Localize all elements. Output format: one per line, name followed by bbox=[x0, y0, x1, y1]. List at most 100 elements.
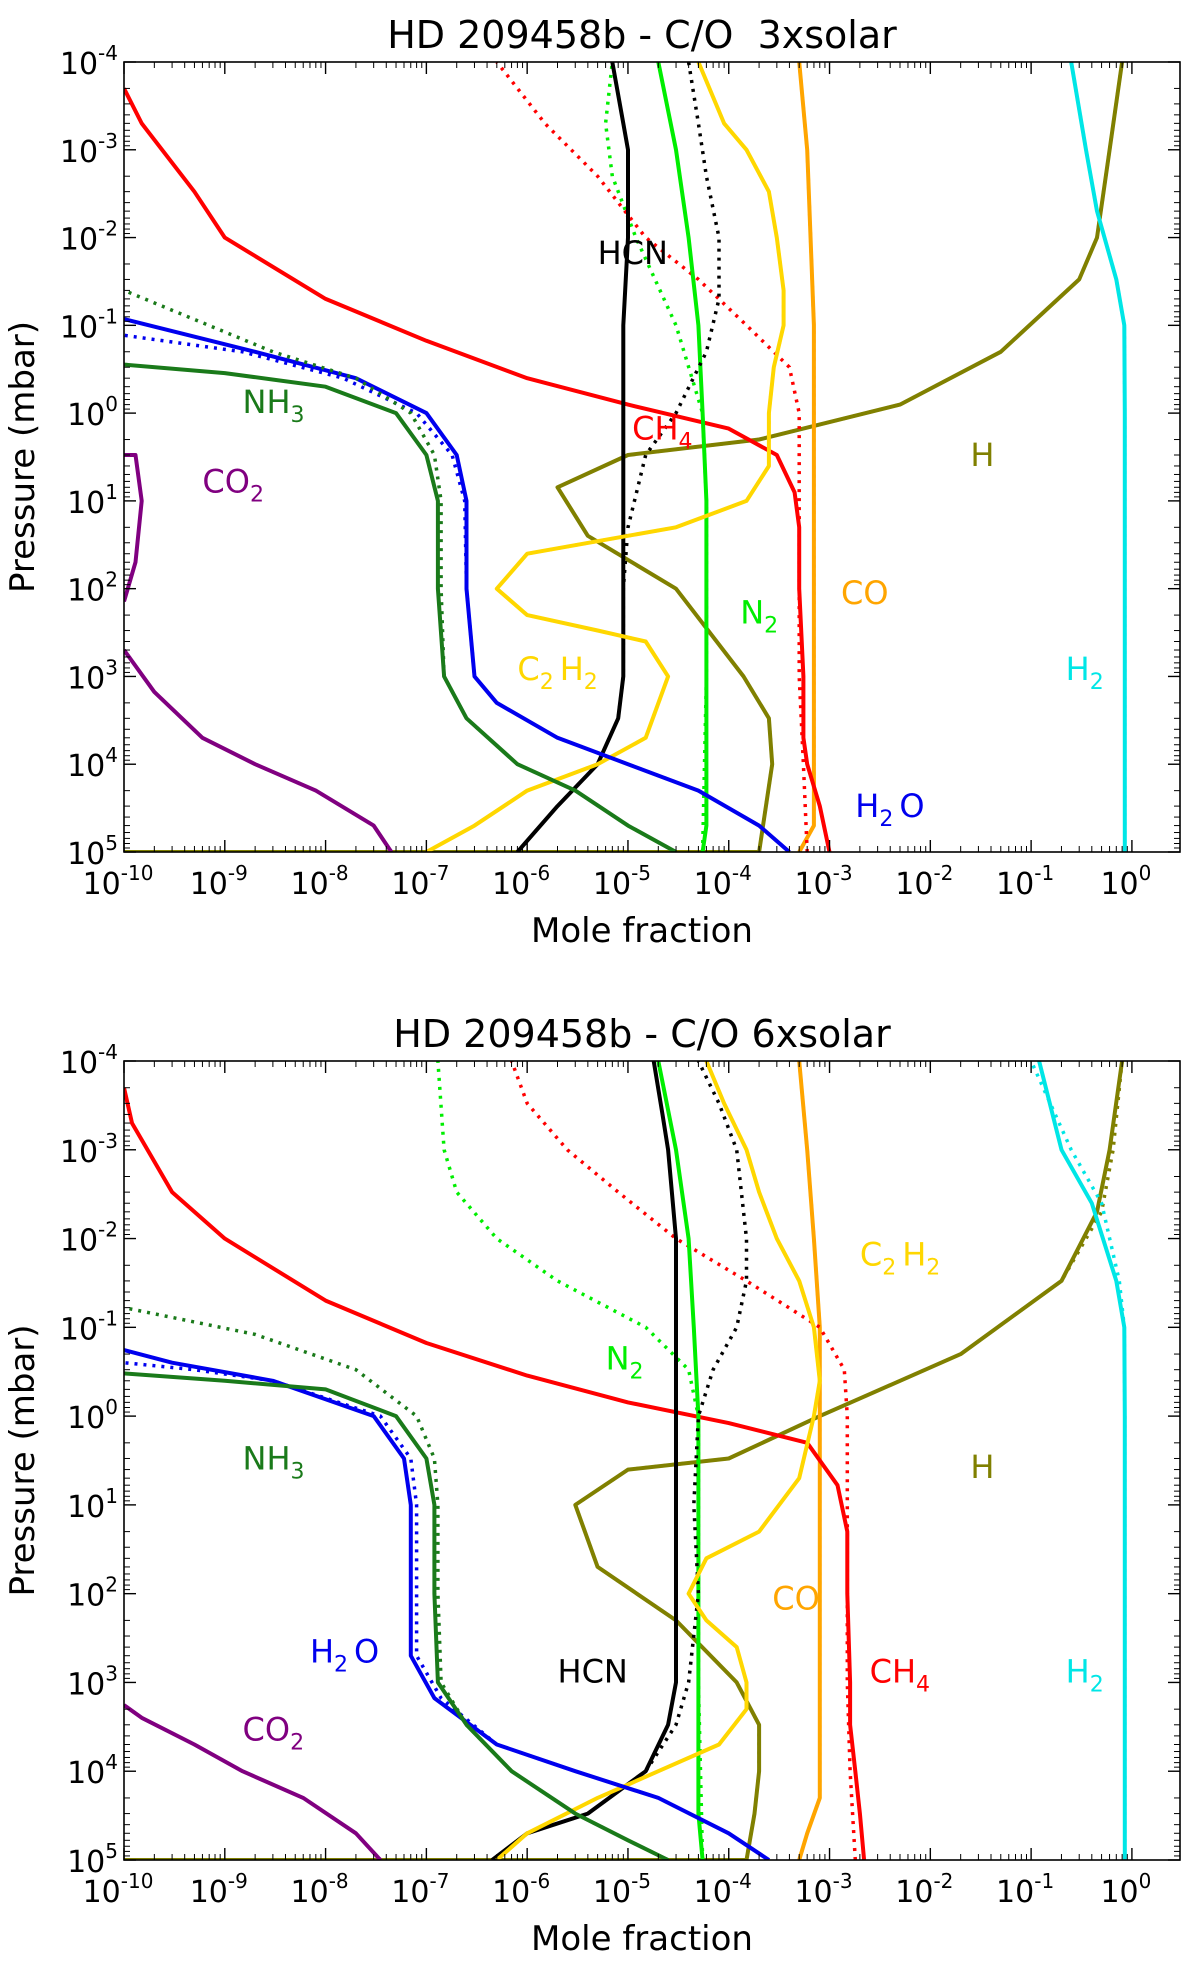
y-tick-base: 10 bbox=[60, 47, 98, 82]
y-tick-exponent: 1 bbox=[105, 1484, 118, 1508]
x-tick-label: 10-10 bbox=[83, 861, 154, 902]
species-label-h2: H2 bbox=[1066, 1652, 1104, 1697]
x-tick-label: 10-4 bbox=[694, 861, 752, 902]
species-label-main: HCN bbox=[598, 234, 668, 272]
x-tick-exponent: -6 bbox=[530, 1869, 550, 1893]
x-tick-exponent: 0 bbox=[1139, 861, 1152, 885]
y-tick-base: 10 bbox=[60, 1046, 98, 1081]
y-tick-exponent: -2 bbox=[98, 217, 118, 241]
series-line-h-solid bbox=[124, 62, 1125, 852]
chart-panel-0: 10-10 10-9 10-8 10-7 10-6 10-5 10-4 10-3 10-2 10-… bbox=[3, 13, 1181, 951]
species-label-ch4: CH4 bbox=[870, 1652, 930, 1697]
y-tick-base: 10 bbox=[67, 1490, 105, 1525]
x-tick-exponent: -3 bbox=[833, 1869, 853, 1893]
x-tick-base: 10 bbox=[1100, 867, 1138, 902]
species-label-main: N bbox=[606, 1340, 630, 1378]
species-label-subscript: 2 bbox=[882, 1255, 896, 1280]
y-tick-label: 103 bbox=[67, 655, 118, 696]
species-label-main: C bbox=[517, 650, 539, 688]
y-tick-base: 10 bbox=[67, 486, 105, 521]
species-label-subscript: 4 bbox=[679, 430, 693, 455]
y-tick-label: 102 bbox=[67, 1573, 118, 1614]
x-tick-label: 10-2 bbox=[895, 1869, 953, 1910]
x-tick-exponent: -2 bbox=[933, 861, 953, 885]
x-tick-label: 10-8 bbox=[291, 861, 349, 902]
y-tick-exponent: -4 bbox=[98, 1040, 118, 1064]
chart-panel-1: 10-10 10-9 10-8 10-7 10-6 10-5 10-4 10-3 10-2 10-… bbox=[3, 1012, 1181, 1959]
species-label-main: C bbox=[860, 1235, 882, 1273]
y-tick-label: 102 bbox=[67, 568, 118, 609]
x-tick-base: 10 bbox=[83, 867, 121, 902]
series-line-c2h2-solid bbox=[425, 62, 786, 852]
x-tick-exponent: -6 bbox=[530, 861, 550, 885]
x-tick-base: 10 bbox=[492, 1875, 530, 1910]
y-tick-exponent: 2 bbox=[105, 568, 118, 592]
y-tick-base: 10 bbox=[60, 135, 98, 170]
species-label-nh3: NH3 bbox=[243, 1440, 305, 1485]
species-label-subscript: 3 bbox=[291, 1460, 305, 1485]
y-tick-exponent: 4 bbox=[105, 743, 118, 767]
y-tick-exponent: 4 bbox=[105, 1750, 118, 1774]
x-tick-label: 10-9 bbox=[190, 1869, 248, 1910]
y-tick-label: 101 bbox=[67, 1484, 118, 1525]
x-tick-exponent: -9 bbox=[228, 1869, 248, 1893]
species-label-main: N bbox=[740, 594, 764, 632]
y-tick-label: 104 bbox=[67, 743, 118, 784]
series-line-h2o-dotted bbox=[124, 1360, 770, 1860]
x-tick-exponent: -5 bbox=[631, 861, 651, 885]
series-line-nh3-dotted bbox=[124, 288, 677, 852]
x-tick-exponent: -7 bbox=[429, 1869, 449, 1893]
species-label-main: HCN bbox=[558, 1652, 628, 1690]
species-label-main-2: O bbox=[354, 1633, 379, 1671]
series-line-c2h2-dotted bbox=[425, 62, 786, 852]
y-tick-base: 10 bbox=[67, 749, 105, 784]
x-axis-label: Mole fraction bbox=[531, 911, 753, 951]
series-line-co-dotted bbox=[797, 1061, 822, 1860]
species-label-subscript: 2 bbox=[630, 1360, 644, 1385]
series-line-ch4-dotted bbox=[495, 62, 809, 852]
x-tick-base: 10 bbox=[895, 867, 933, 902]
series-line-h-dotted bbox=[124, 1061, 1124, 1860]
x-tick-base: 10 bbox=[291, 1875, 329, 1910]
y-tick-exponent: 5 bbox=[105, 1839, 118, 1863]
y-tick-base: 10 bbox=[67, 574, 105, 609]
series-line-h2o-solid bbox=[124, 317, 791, 852]
species-label-co2: CO2 bbox=[202, 462, 264, 507]
series-line-h2-solid bbox=[1069, 62, 1127, 852]
series-line-h2-dotted bbox=[1069, 62, 1127, 852]
series-line-hcn-solid bbox=[490, 1061, 678, 1860]
species-label-main: NH bbox=[243, 1440, 291, 1478]
x-tick-base: 10 bbox=[391, 867, 429, 902]
y-tick-exponent: 1 bbox=[105, 480, 118, 504]
x-tick-label: 10-10 bbox=[83, 1869, 154, 1910]
x-tick-label: 10-4 bbox=[694, 1869, 752, 1910]
species-label-subscript: 2 bbox=[1090, 670, 1104, 695]
x-tick-base: 10 bbox=[190, 1875, 228, 1910]
species-label-main: CH bbox=[632, 410, 678, 448]
species-label-h: H bbox=[970, 436, 994, 474]
species-label-subscript: 2 bbox=[764, 614, 778, 639]
series-line-h2-dotted bbox=[1029, 1061, 1127, 1860]
species-label-subscript-2: 2 bbox=[584, 670, 598, 695]
x-tick-label: 10-3 bbox=[794, 1869, 852, 1910]
y-tick-base: 10 bbox=[67, 1579, 105, 1614]
y-tick-base: 10 bbox=[60, 223, 98, 258]
x-tick-exponent: -7 bbox=[429, 861, 449, 885]
y-tick-label: 10-4 bbox=[60, 1040, 118, 1081]
species-label-main: CH bbox=[870, 1652, 916, 1690]
y-tick-label: 100 bbox=[67, 392, 118, 433]
species-label-hcn: HCN bbox=[558, 1652, 628, 1690]
species-label-co: CO bbox=[772, 1579, 820, 1617]
x-tick-base: 10 bbox=[996, 867, 1034, 902]
series-line-c2h2-dotted bbox=[495, 1061, 822, 1860]
species-label-main: H bbox=[1066, 1652, 1090, 1690]
x-axis-label: Mole fraction bbox=[531, 1919, 753, 1959]
x-tick-label: 100 bbox=[1100, 1869, 1151, 1910]
x-tick-label: 10-5 bbox=[593, 1869, 651, 1910]
series-line-co2-dotted bbox=[124, 1703, 382, 1860]
species-label-ch4: CH4 bbox=[632, 410, 692, 455]
series-group bbox=[124, 62, 1127, 852]
x-tick-exponent: -4 bbox=[732, 1869, 752, 1893]
species-label-main: NH bbox=[243, 383, 291, 421]
